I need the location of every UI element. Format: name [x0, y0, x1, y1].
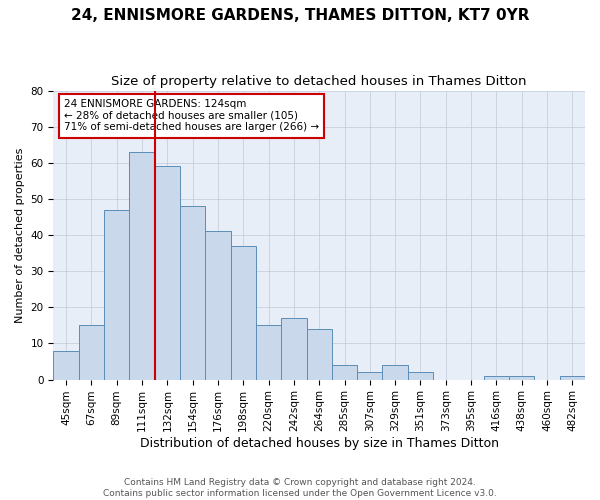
- Bar: [205, 232, 230, 380]
- Bar: [104, 210, 130, 380]
- Text: 24 ENNISMORE GARDENS: 124sqm
← 28% of detached houses are smaller (105)
71% of s: 24 ENNISMORE GARDENS: 124sqm ← 28% of de…: [64, 99, 319, 132]
- Title: Size of property relative to detached houses in Thames Ditton: Size of property relative to detached ho…: [112, 75, 527, 88]
- Bar: [408, 372, 433, 380]
- Bar: [180, 206, 205, 380]
- Bar: [130, 152, 155, 380]
- Text: 24, ENNISMORE GARDENS, THAMES DITTON, KT7 0YR: 24, ENNISMORE GARDENS, THAMES DITTON, KT…: [71, 8, 529, 22]
- Bar: [281, 318, 307, 380]
- Bar: [79, 326, 104, 380]
- Bar: [256, 326, 281, 380]
- Bar: [509, 376, 535, 380]
- Bar: [382, 365, 408, 380]
- Bar: [307, 329, 332, 380]
- Bar: [230, 246, 256, 380]
- Bar: [332, 365, 357, 380]
- X-axis label: Distribution of detached houses by size in Thames Ditton: Distribution of detached houses by size …: [140, 437, 499, 450]
- Text: Contains HM Land Registry data © Crown copyright and database right 2024.
Contai: Contains HM Land Registry data © Crown c…: [103, 478, 497, 498]
- Bar: [484, 376, 509, 380]
- Bar: [155, 166, 180, 380]
- Bar: [357, 372, 382, 380]
- Y-axis label: Number of detached properties: Number of detached properties: [15, 148, 25, 323]
- Bar: [560, 376, 585, 380]
- Bar: [53, 350, 79, 380]
